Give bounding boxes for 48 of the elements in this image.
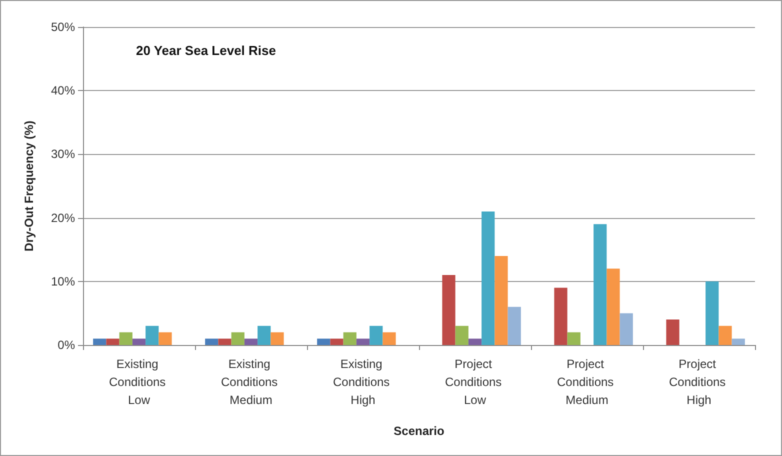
bar — [732, 338, 745, 345]
bar — [455, 326, 468, 345]
bar — [554, 288, 568, 345]
y-tick-label: 40% — [50, 84, 76, 98]
x-tick-label: Project Conditions Low — [444, 357, 506, 407]
bar — [106, 338, 120, 345]
x-tick-label: Existing Conditions Low — [108, 357, 170, 407]
y-tick-label: 0% — [58, 338, 76, 352]
bar — [666, 320, 680, 345]
y-axis-title: Dry-Out Frequency (%) — [22, 120, 36, 252]
bar — [270, 332, 284, 345]
bar — [706, 281, 719, 345]
y-tick-label: 30% — [50, 147, 76, 162]
x-tick-label: Project Conditions High — [668, 357, 730, 407]
bar — [370, 326, 383, 345]
x-tick-label: Existing Conditions Medium — [220, 357, 282, 407]
bar — [442, 275, 456, 345]
y-tick-label: 20% — [50, 210, 76, 225]
y-tick-label: 10% — [50, 274, 76, 288]
y-tick-label: 50% — [50, 20, 76, 34]
bar — [508, 306, 521, 345]
bar — [567, 332, 580, 345]
bar — [482, 211, 495, 345]
bar — [594, 224, 607, 345]
bar — [231, 332, 244, 345]
bar — [119, 332, 132, 345]
bar — [205, 338, 218, 345]
bar — [468, 338, 482, 345]
bar — [606, 268, 620, 345]
bar — [93, 338, 106, 345]
bar — [146, 326, 159, 345]
bar — [382, 332, 396, 345]
x-axis-title: Scenario — [394, 424, 444, 438]
text: 20 Year Sea Level Rise — [136, 43, 276, 58]
bar — [258, 326, 271, 345]
x-tick-label: Project Conditions Medium — [556, 357, 618, 407]
bar — [330, 338, 344, 345]
bar — [494, 256, 508, 345]
bar — [718, 326, 732, 345]
x-tick-label: Existing Conditions High — [332, 357, 394, 407]
bar — [158, 332, 172, 345]
bar — [356, 338, 370, 345]
bar — [244, 338, 258, 345]
bar — [218, 338, 232, 345]
bar — [317, 338, 330, 345]
bar — [343, 332, 356, 345]
bar — [132, 338, 146, 345]
bar — [620, 313, 633, 345]
